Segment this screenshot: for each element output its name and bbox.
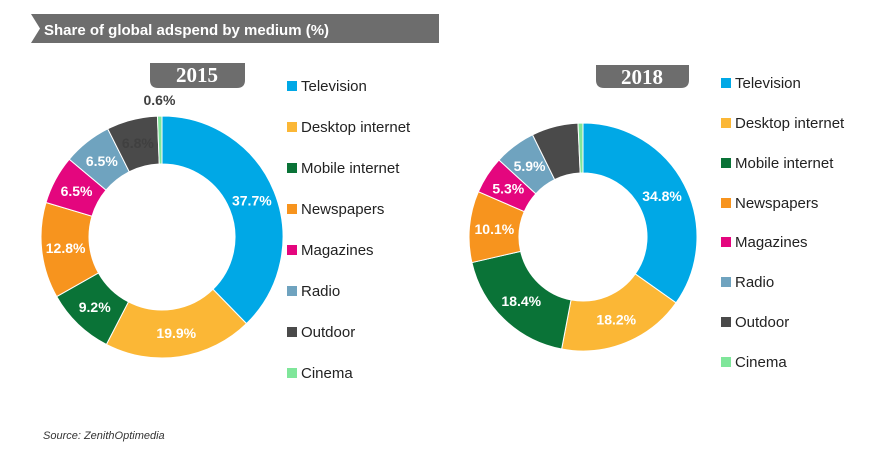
legend-label: Magazines xyxy=(301,242,374,259)
legend-item-desktop-internet: Desktop internet xyxy=(721,115,845,132)
legend-label: Television xyxy=(301,78,367,95)
year-badge-2015: 2015 xyxy=(150,63,245,88)
legend-swatch-desktop-internet xyxy=(721,118,731,128)
legend-swatch-desktop-internet xyxy=(287,122,297,132)
legend-2015: Television Desktop internet Mobile inter… xyxy=(287,78,411,382)
data-label-magazines: 6.5% xyxy=(61,183,93,199)
legend-swatch-outdoor xyxy=(721,317,731,327)
legend-label: Mobile internet xyxy=(735,155,834,172)
legend-item-radio: Radio xyxy=(287,283,340,300)
data-label-television: 34.8% xyxy=(642,188,682,204)
legend-item-mobile-internet: Mobile internet xyxy=(287,160,400,177)
legend-label: Mobile internet xyxy=(301,160,400,177)
legend-swatch-cinema xyxy=(287,368,297,378)
legend-item-outdoor: Outdoor xyxy=(287,324,355,341)
year-badge-2018: 2018 xyxy=(596,65,689,89)
legend-swatch-mobile-internet xyxy=(287,163,297,173)
legend-item-newspapers: Newspapers xyxy=(287,201,384,218)
legend-swatch-radio xyxy=(721,277,731,287)
legend-label: Television xyxy=(735,75,801,92)
donut-slice-cinema xyxy=(156,115,163,165)
data-label-outdoor: 6.8% xyxy=(122,135,154,151)
legend-item-magazines: Magazines xyxy=(721,234,808,251)
legend-label: Desktop internet xyxy=(735,115,845,132)
data-label-newspapers: 10.1% xyxy=(475,221,515,237)
legend-item-cinema: Cinema xyxy=(287,365,353,382)
donut-slice-cinema xyxy=(577,122,584,174)
legend-item-newspapers: Newspapers xyxy=(721,195,818,212)
legend-item-cinema: Cinema xyxy=(721,354,787,371)
legend-item-television: Television xyxy=(721,75,801,92)
legend-item-television: Television xyxy=(287,78,367,95)
legend-label: Outdoor xyxy=(301,324,355,341)
legend-label: Cinema xyxy=(735,354,787,371)
legend-item-mobile-internet: Mobile internet xyxy=(721,155,834,172)
title-banner: Share of global adspend by medium (%) xyxy=(31,14,439,43)
data-label-radio: 5.9% xyxy=(514,158,546,174)
legend-label: Desktop internet xyxy=(301,119,411,136)
data-label-mobile-internet: 18.4% xyxy=(501,293,541,309)
legend-label: Radio xyxy=(735,274,774,291)
legend-swatch-newspapers xyxy=(287,204,297,214)
legend-swatch-radio xyxy=(287,286,297,296)
legend-label: Newspapers xyxy=(301,201,384,218)
donut-slice-television xyxy=(582,122,698,304)
year-label-2018: 2018 xyxy=(621,65,663,89)
year-badge-2018-background xyxy=(596,65,689,88)
data-label-cinema: 0.6% xyxy=(143,92,175,108)
legend-item-magazines: Magazines xyxy=(287,242,374,259)
legend-swatch-cinema xyxy=(721,357,731,367)
donut-chart-2015: 37.7%19.9%9.2%12.8%6.5%6.5%6.8%0.6% xyxy=(40,92,284,359)
legend-item-outdoor: Outdoor xyxy=(721,314,789,331)
legend-swatch-newspapers xyxy=(721,198,731,208)
data-label-television: 37.7% xyxy=(232,192,272,208)
title-banner-background xyxy=(31,14,439,43)
donut-slice-television xyxy=(161,115,284,325)
legend-swatch-outdoor xyxy=(287,327,297,337)
legend-item-radio: Radio xyxy=(721,274,774,291)
legend-2018: Television Desktop internet Mobile inter… xyxy=(721,75,845,371)
legend-label: Newspapers xyxy=(735,195,818,212)
source-note: Source: ZenithOptimedia xyxy=(43,430,165,442)
data-label-newspapers: 12.8% xyxy=(46,240,86,256)
year-badge-2015-background xyxy=(150,63,245,88)
legend-swatch-television xyxy=(721,78,731,88)
legend-label: Radio xyxy=(301,283,340,300)
legend-swatch-television xyxy=(287,81,297,91)
data-label-desktop-internet: 18.2% xyxy=(596,312,636,328)
legend-swatch-mobile-internet xyxy=(721,158,731,168)
legend-item-desktop-internet: Desktop internet xyxy=(287,119,411,136)
year-label-2015: 2015 xyxy=(176,63,218,87)
legend-label: Magazines xyxy=(735,234,808,251)
data-label-radio: 6.5% xyxy=(86,153,118,169)
data-label-magazines: 5.3% xyxy=(492,181,524,197)
legend-label: Cinema xyxy=(301,365,353,382)
chart-title: Share of global adspend by medium (%) xyxy=(44,22,329,39)
legend-swatch-magazines xyxy=(721,237,731,247)
data-label-mobile-internet: 9.2% xyxy=(79,299,111,315)
legend-swatch-magazines xyxy=(287,245,297,255)
data-label-desktop-internet: 19.9% xyxy=(156,325,196,341)
donut-chart-2018: 34.8% 18.2% 18.4% 10.1% 5.3% 5.9% xyxy=(468,122,698,352)
legend-label: Outdoor xyxy=(735,314,789,331)
